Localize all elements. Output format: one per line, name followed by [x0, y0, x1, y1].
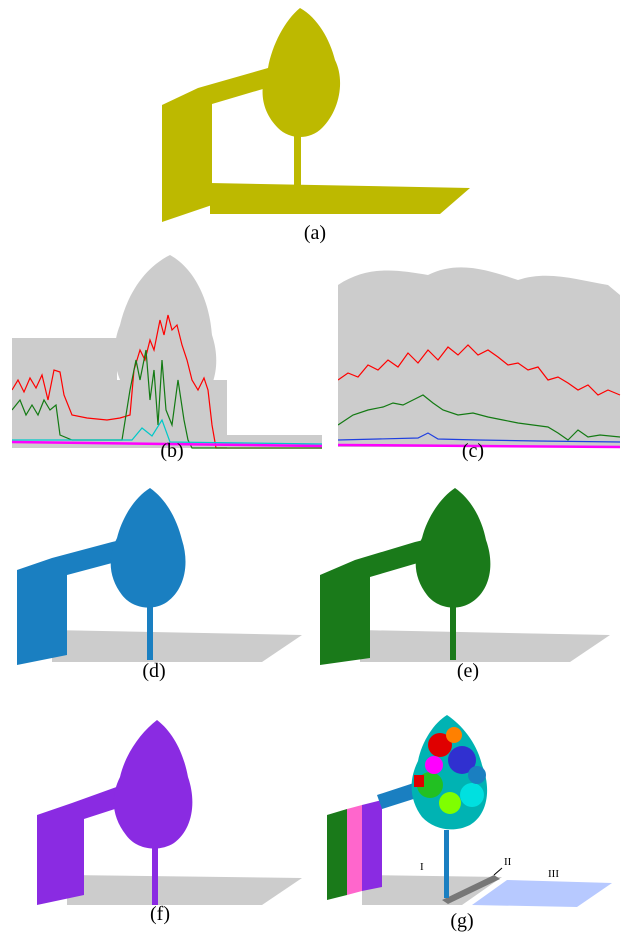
wall-shape-d [17, 558, 67, 665]
blue-profile-line-c [338, 432, 621, 443]
panel-f: (f) [12, 715, 312, 946]
label-region-iii: III [548, 868, 559, 880]
wall-green-g [327, 809, 347, 900]
caption-f: (f) [150, 903, 170, 925]
panel-b: (b) [12, 250, 322, 465]
panel-a-figure [162, 8, 470, 222]
ground-region-i [362, 875, 502, 905]
trunk-shape-g [444, 830, 449, 898]
wall-purple-g [362, 800, 382, 891]
wall-gray [12, 338, 117, 448]
caption-e: (e) [456, 660, 480, 682]
caption-c: (c) [461, 440, 485, 462]
ground-region-ii [442, 875, 500, 904]
label-region-ii: II [504, 856, 512, 868]
panel-g-figure: I II III [327, 715, 612, 907]
magenta-profile-line-c [338, 443, 621, 449]
panel-b-figure [12, 255, 322, 449]
trunk-shape-e [450, 590, 456, 660]
trunk-shape-f [152, 835, 158, 905]
wall-shape-f [37, 803, 84, 905]
panel-d-figure [17, 488, 302, 665]
magenta-profile-line [12, 440, 322, 448]
canopy-shape-f [113, 720, 193, 849]
label-region-i: I [420, 861, 424, 873]
red-profile-line-c [338, 344, 621, 396]
arrow-region-ii [493, 867, 503, 876]
panel-f-figure [37, 720, 302, 905]
panel-a: (a) [150, 0, 480, 244]
caption-d: (d) [142, 660, 166, 682]
ground-gray-f [67, 875, 302, 905]
red-profile-line [12, 314, 322, 449]
ground-shape [210, 183, 470, 214]
panel-e-figure [320, 488, 610, 665]
caption-g: (g) [450, 910, 474, 932]
canopy-gray-c [338, 267, 620, 447]
panel-g: I II III (g) [322, 705, 622, 946]
caption-b: (b) [160, 440, 184, 462]
wall-shape [162, 88, 212, 222]
canopy-shape-d [110, 488, 186, 608]
canopy-segments-g [411, 715, 488, 830]
canopy-shape-e [415, 488, 491, 608]
ground-gray-e [360, 630, 610, 662]
trunk-shape-d [147, 590, 153, 660]
wall-pink-g [347, 805, 362, 895]
green-profile-line-c [338, 394, 621, 441]
cyan-profile-line [12, 418, 322, 445]
panel-c-figure [338, 267, 621, 449]
canopy-shape [262, 8, 341, 137]
panel-d: (d) [12, 480, 312, 690]
ground-region-iii [472, 880, 612, 907]
panel-e: (e) [320, 480, 622, 690]
panel-c: (c) [338, 255, 622, 465]
caption-a: (a) [303, 222, 327, 244]
green-profile-line [12, 349, 322, 449]
wall-shape-e [320, 560, 370, 665]
trunk-shape [294, 125, 301, 185]
ground-gray-d [52, 630, 302, 662]
